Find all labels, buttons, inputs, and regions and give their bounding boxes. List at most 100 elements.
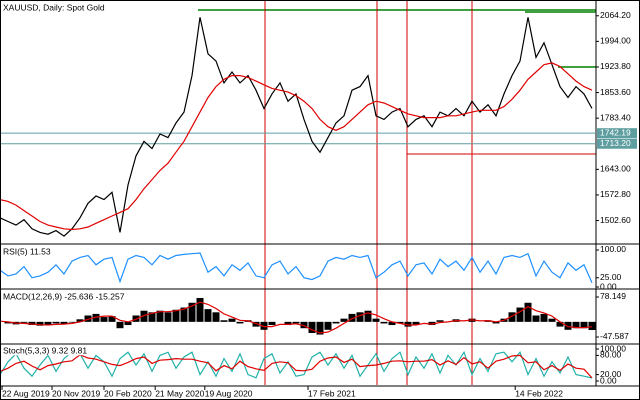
histogram-bar (548, 318, 556, 322)
histogram-bar (124, 321, 132, 326)
histogram-bar (212, 312, 220, 322)
histogram-bar (156, 310, 164, 322)
y-tick-label: 100.00 (600, 244, 626, 254)
x-tick-label: 17 Feb 2021 (308, 388, 356, 398)
histogram-bar (164, 312, 172, 322)
series-line (0, 17, 593, 237)
y-tick-label: 25.00 (600, 272, 622, 282)
histogram-bar (52, 321, 60, 324)
histogram-bar (116, 321, 124, 329)
histogram-bar (68, 321, 76, 323)
histogram-bar (516, 307, 524, 322)
series-line (0, 354, 593, 379)
histogram-bar (220, 320, 228, 322)
histogram-bar (588, 321, 596, 331)
y-tick-label: 1643.00 (600, 164, 631, 174)
histogram-bar (372, 318, 380, 322)
histogram-bar (204, 309, 212, 322)
pane-title: Stoch(5,3,3) 9.32 9.81 (3, 345, 87, 355)
histogram-bar (396, 321, 404, 324)
histogram-bar (324, 321, 332, 330)
histogram-bar (508, 312, 516, 322)
x-tick-label: 21 May 2020 (155, 388, 204, 398)
histogram-bar (100, 317, 108, 322)
y-tick-label: 1923.80 (600, 61, 631, 71)
histogram-bar (364, 310, 372, 322)
y-tick-label: 80.00 (600, 350, 622, 360)
y-tick-label: 1994.00 (600, 36, 631, 46)
y-tick-label: 78.149 (600, 291, 626, 301)
histogram-bar (36, 321, 44, 326)
pane-title-bg (2, 246, 52, 257)
histogram-bar (564, 321, 572, 330)
histogram-bar (292, 321, 300, 324)
y-tick-label: 1572.80 (600, 189, 631, 199)
series-line (0, 350, 593, 379)
histogram-bar (284, 321, 292, 326)
x-tick-label: 20 Nov 2019 (52, 388, 100, 398)
level-label-bg (597, 128, 637, 139)
histogram-bar (140, 310, 148, 322)
histogram-bar (28, 321, 36, 326)
y-tick-label: 1502.60 (600, 215, 631, 225)
series-line (0, 252, 593, 284)
histogram-bar (60, 321, 68, 325)
x-tick-label: 19 Aug 2020 (205, 388, 253, 398)
histogram-bar (148, 312, 156, 322)
x-tick-label: 22 Aug 2019 (2, 388, 50, 398)
histogram-bar (228, 318, 236, 322)
y-tick-label: 0.00 (600, 375, 617, 385)
histogram-bar (92, 313, 100, 322)
y-tick-label: -47.587 (600, 331, 629, 341)
pane-title: MACD(12,26,9) -25.636 -15.257 (3, 291, 125, 301)
series-line (0, 62, 593, 231)
histogram-bar (188, 302, 196, 322)
histogram-bar (412, 321, 420, 325)
pane-title: XAUUSD, Daily: Spot Gold (3, 2, 105, 12)
pane-title-bg (2, 291, 126, 302)
histogram-bar (260, 321, 268, 330)
y-tick-label: 1853.60 (600, 87, 631, 97)
histogram-bar (356, 312, 364, 322)
histogram-bar (540, 313, 548, 322)
histogram-bar (556, 321, 564, 327)
pane-title-bg (2, 2, 106, 13)
histogram-bar (172, 309, 180, 322)
x-tick-label: 20 Feb 2020 (104, 388, 152, 398)
y-tick-label: 0.00 (600, 281, 617, 291)
y-tick-label: 100.00 (600, 343, 626, 353)
series-line (0, 301, 593, 334)
y-tick-label: 2064.20 (600, 10, 631, 20)
histogram-bar (236, 321, 244, 324)
pane-title: RSI(5) 11.53 (3, 246, 51, 256)
histogram-bar (404, 321, 412, 327)
level-label-bg (597, 138, 637, 149)
histogram-bar (196, 297, 204, 322)
histogram-bar (180, 307, 188, 322)
histogram-bar (436, 320, 444, 322)
histogram-bar (252, 321, 260, 327)
histogram-bar (428, 321, 436, 326)
histogram-bar (308, 321, 316, 333)
histogram-bar (532, 315, 540, 322)
histogram-bar (340, 318, 348, 322)
histogram-bar (580, 321, 588, 329)
histogram-bar (300, 321, 308, 329)
histogram-bar (380, 321, 388, 324)
histogram-bar (388, 321, 396, 326)
histogram-bar (108, 316, 116, 322)
level-label: 1713.20 (600, 138, 631, 148)
histogram-bar (84, 315, 92, 322)
histogram-bar (268, 321, 276, 326)
histogram-bar (332, 321, 340, 324)
histogram-bar (44, 321, 52, 326)
y-tick-label: 1783.40 (600, 112, 631, 122)
histogram-bar (76, 319, 84, 322)
histogram-bar (316, 321, 324, 335)
pane-title-bg (2, 345, 89, 356)
histogram-bar (572, 321, 580, 329)
histogram-bar (524, 302, 532, 322)
histogram-bar (348, 313, 356, 322)
